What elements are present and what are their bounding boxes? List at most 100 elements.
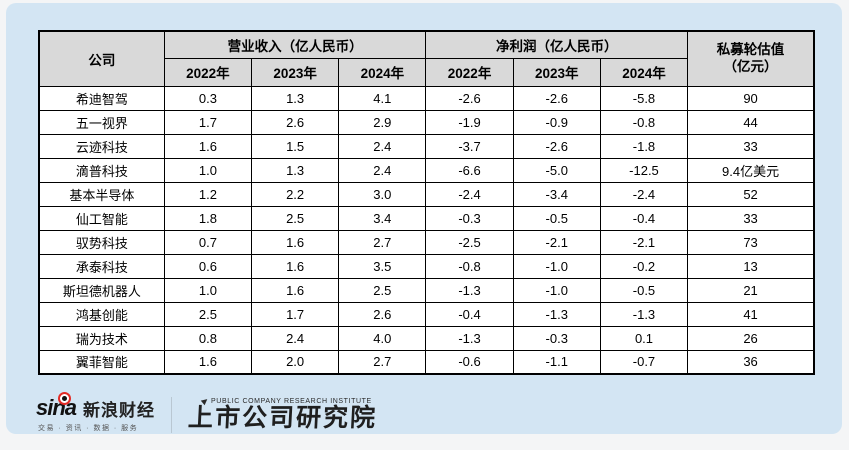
profit-1-cell: -1.0 (512, 253, 601, 279)
revenue-2-cell: 2.7 (338, 229, 427, 255)
profit-0-cell: -0.8 (425, 253, 514, 279)
valuation-cell: 13 (687, 253, 815, 279)
company-cell: 云迹科技 (38, 133, 165, 159)
table-row: 滴普科技 1.0 1.3 2.4 -6.6 -5.0 -12.5 9.4亿美元 (38, 157, 815, 183)
company-cell: 驭势科技 (38, 229, 165, 255)
header-revenue-group: 营业收入（亿人民币） (163, 30, 427, 59)
profit-0-cell: -0.3 (425, 205, 514, 231)
company-cell: 翼菲智能 (38, 349, 165, 375)
sina-finance-name: 新浪财经 (83, 401, 156, 420)
revenue-2-cell: 3.4 (338, 205, 427, 231)
profit-0-cell: -2.4 (425, 181, 514, 207)
revenue-2-cell: 2.5 (338, 277, 427, 303)
footer-logos: sina 新浪财经 交易 · 资讯 · 数据 · 服务 PUBLIC COMPA… (36, 392, 378, 438)
revenue-2-cell: 2.4 (338, 133, 427, 159)
company-cell: 基本半导体 (38, 181, 165, 207)
revenue-1-cell: 1.3 (251, 85, 340, 111)
header-profit-group: 净利润（亿人民币） (425, 30, 689, 59)
revenue-0-cell: 0.6 (163, 253, 253, 279)
header-revenue-2023: 2023年 (251, 57, 340, 87)
valuation-cell: 26 (687, 325, 815, 351)
valuation-cell: 21 (687, 277, 815, 303)
profit-0-cell: -6.6 (425, 157, 514, 183)
profit-1-cell: -3.4 (512, 181, 601, 207)
revenue-1-cell: 2.0 (251, 349, 340, 375)
sina-finance-logo: sina 新浪财经 交易 · 资讯 · 数据 · 服务 (36, 392, 156, 433)
institute-logo: PUBLIC COMPANY RESEARCH INSTITUTE 上市公司研究… (187, 397, 378, 433)
revenue-0-cell: 0.3 (163, 85, 253, 111)
profit-2-cell: -5.8 (599, 85, 689, 111)
revenue-0-cell: 2.5 (163, 301, 253, 327)
revenue-1-cell: 1.6 (251, 253, 340, 279)
revenue-2-cell: 4.1 (338, 85, 427, 111)
revenue-2-cell: 2.7 (338, 349, 427, 375)
profit-2-cell: -0.7 (599, 349, 689, 375)
company-cell: 滴普科技 (38, 157, 165, 183)
profit-1-cell: -2.6 (512, 85, 601, 111)
profit-2-cell: -12.5 (599, 157, 689, 183)
revenue-1-cell: 1.6 (251, 229, 340, 255)
table-row: 五一视界 1.7 2.6 2.9 -1.9 -0.9 -0.8 44 (38, 109, 815, 135)
profit-1-cell: -0.9 (512, 109, 601, 135)
revenue-0-cell: 1.7 (163, 109, 253, 135)
header-company: 公司 (38, 30, 165, 87)
company-cell: 瑞为技术 (38, 325, 165, 351)
table-row: 鸿基创能 2.5 1.7 2.6 -0.4 -1.3 -1.3 41 (38, 301, 815, 327)
company-cell: 鸿基创能 (38, 301, 165, 327)
profit-1-cell: -2.6 (512, 133, 601, 159)
company-cell: 仙工智能 (38, 205, 165, 231)
profit-2-cell: -0.5 (599, 277, 689, 303)
institute-en-text: PUBLIC COMPANY RESEARCH INSTITUTE (211, 397, 372, 405)
sina-tagline: 交易 · 资讯 · 数据 · 服务 (38, 425, 139, 432)
profit-0-cell: -0.4 (425, 301, 514, 327)
profit-0-cell: -3.7 (425, 133, 514, 159)
profit-2-cell: -1.8 (599, 133, 689, 159)
valuation-cell: 33 (687, 205, 815, 231)
profit-2-cell: -2.4 (599, 181, 689, 207)
profit-2-cell: -0.2 (599, 253, 689, 279)
revenue-1-cell: 2.5 (251, 205, 340, 231)
company-cell: 承泰科技 (38, 253, 165, 279)
profit-0-cell: -2.5 (425, 229, 514, 255)
revenue-0-cell: 1.0 (163, 277, 253, 303)
valuation-cell: 44 (687, 109, 815, 135)
revenue-0-cell: 1.0 (163, 157, 253, 183)
table-body: 希迪智驾 0.3 1.3 4.1 -2.6 -2.6 -5.8 90 五一视界 … (38, 85, 815, 375)
institute-name-en: PUBLIC COMPANY RESEARCH INSTITUTE (200, 397, 377, 406)
table-row: 斯坦德机器人 1.0 1.6 2.5 -1.3 -1.0 -0.5 21 (38, 277, 815, 303)
header-profit-2024: 2024年 (599, 57, 689, 87)
table-row: 云迹科技 1.6 1.5 2.4 -3.7 -2.6 -1.8 33 (38, 133, 815, 159)
revenue-2-cell: 2.6 (338, 301, 427, 327)
profit-1-cell: -1.3 (512, 301, 601, 327)
company-financials-table: 公司 营业收入（亿人民币） 净利润（亿人民币） 私募轮估值 （亿元） 2022年… (38, 30, 815, 375)
revenue-2-cell: 2.4 (338, 157, 427, 183)
logo-divider (171, 397, 173, 433)
profit-2-cell: 0.1 (599, 325, 689, 351)
table-header: 公司 营业收入（亿人民币） 净利润（亿人民币） 私募轮估值 （亿元） 2022年… (38, 30, 815, 87)
revenue-1-cell: 2.2 (251, 181, 340, 207)
profit-1-cell: -5.0 (512, 157, 601, 183)
header-profit-2022: 2022年 (425, 57, 514, 87)
company-cell: 五一视界 (38, 109, 165, 135)
revenue-0-cell: 0.7 (163, 229, 253, 255)
profit-0-cell: -1.3 (425, 277, 514, 303)
table-row: 驭势科技 0.7 1.6 2.7 -2.5 -2.1 -2.1 73 (38, 229, 815, 255)
revenue-1-cell: 1.5 (251, 133, 340, 159)
revenue-1-cell: 2.4 (251, 325, 340, 351)
profit-0-cell: -1.9 (425, 109, 514, 135)
table-row: 翼菲智能 1.6 2.0 2.7 -0.6 -1.1 -0.7 36 (38, 349, 815, 375)
institute-name-cn: 上市公司研究院 (187, 403, 378, 432)
profit-2-cell: -1.3 (599, 301, 689, 327)
header-valuation-line2: （亿元） (723, 58, 778, 74)
table-row: 基本半导体 1.2 2.2 3.0 -2.4 -3.4 -2.4 52 (38, 181, 815, 207)
valuation-cell: 41 (687, 301, 815, 327)
revenue-1-cell: 1.7 (251, 301, 340, 327)
profit-1-cell: -0.3 (512, 325, 601, 351)
header-revenue-2022: 2022年 (163, 57, 253, 87)
header-revenue-2024: 2024年 (338, 57, 427, 87)
revenue-0-cell: 1.6 (163, 349, 253, 375)
sina-eye-icon (58, 392, 71, 405)
profit-2-cell: -2.1 (599, 229, 689, 255)
header-valuation-line1: 私募轮估值 (716, 41, 785, 57)
revenue-2-cell: 4.0 (338, 325, 427, 351)
